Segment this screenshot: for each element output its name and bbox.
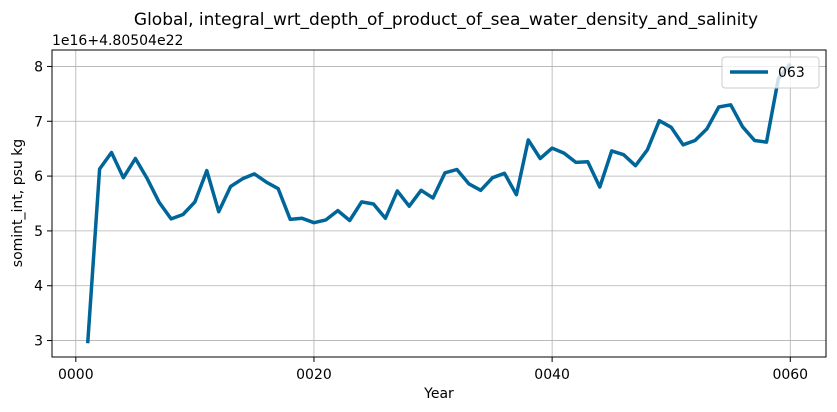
x-tick-label: 0020 bbox=[296, 367, 332, 383]
legend-box bbox=[721, 56, 820, 89]
x-tick-label: 0060 bbox=[772, 367, 808, 383]
y-tick-label: 7 bbox=[34, 114, 43, 130]
chart-title: Global, integral_wrt_depth_of_product_of… bbox=[134, 10, 758, 30]
legend: 063 bbox=[721, 56, 820, 89]
grid-lines bbox=[52, 50, 826, 357]
x-axis-label: Year bbox=[423, 386, 454, 402]
x-tick-label: 0040 bbox=[534, 367, 570, 383]
series-line-063 bbox=[85, 62, 792, 344]
plot-area bbox=[85, 62, 792, 344]
y-tick-label: 6 bbox=[34, 169, 43, 185]
x-tick-label: 0000 bbox=[58, 367, 94, 383]
y-tick-label: 3 bbox=[34, 334, 43, 350]
y-tick-label: 8 bbox=[34, 59, 43, 75]
axes-frame bbox=[51, 49, 827, 358]
legend-label: 063 bbox=[778, 65, 805, 81]
x-axis-ticks: 0000 0020 0040 0060 bbox=[58, 357, 808, 383]
y-axis-ticks: 3 4 5 6 7 8 bbox=[34, 59, 52, 350]
y-axis-label: somint_int, psu kg bbox=[10, 139, 26, 267]
y-tick-label: 5 bbox=[34, 224, 43, 240]
y-offset-text: 1e16+4.80504e22 bbox=[52, 33, 183, 49]
y-tick-label: 4 bbox=[34, 279, 43, 295]
